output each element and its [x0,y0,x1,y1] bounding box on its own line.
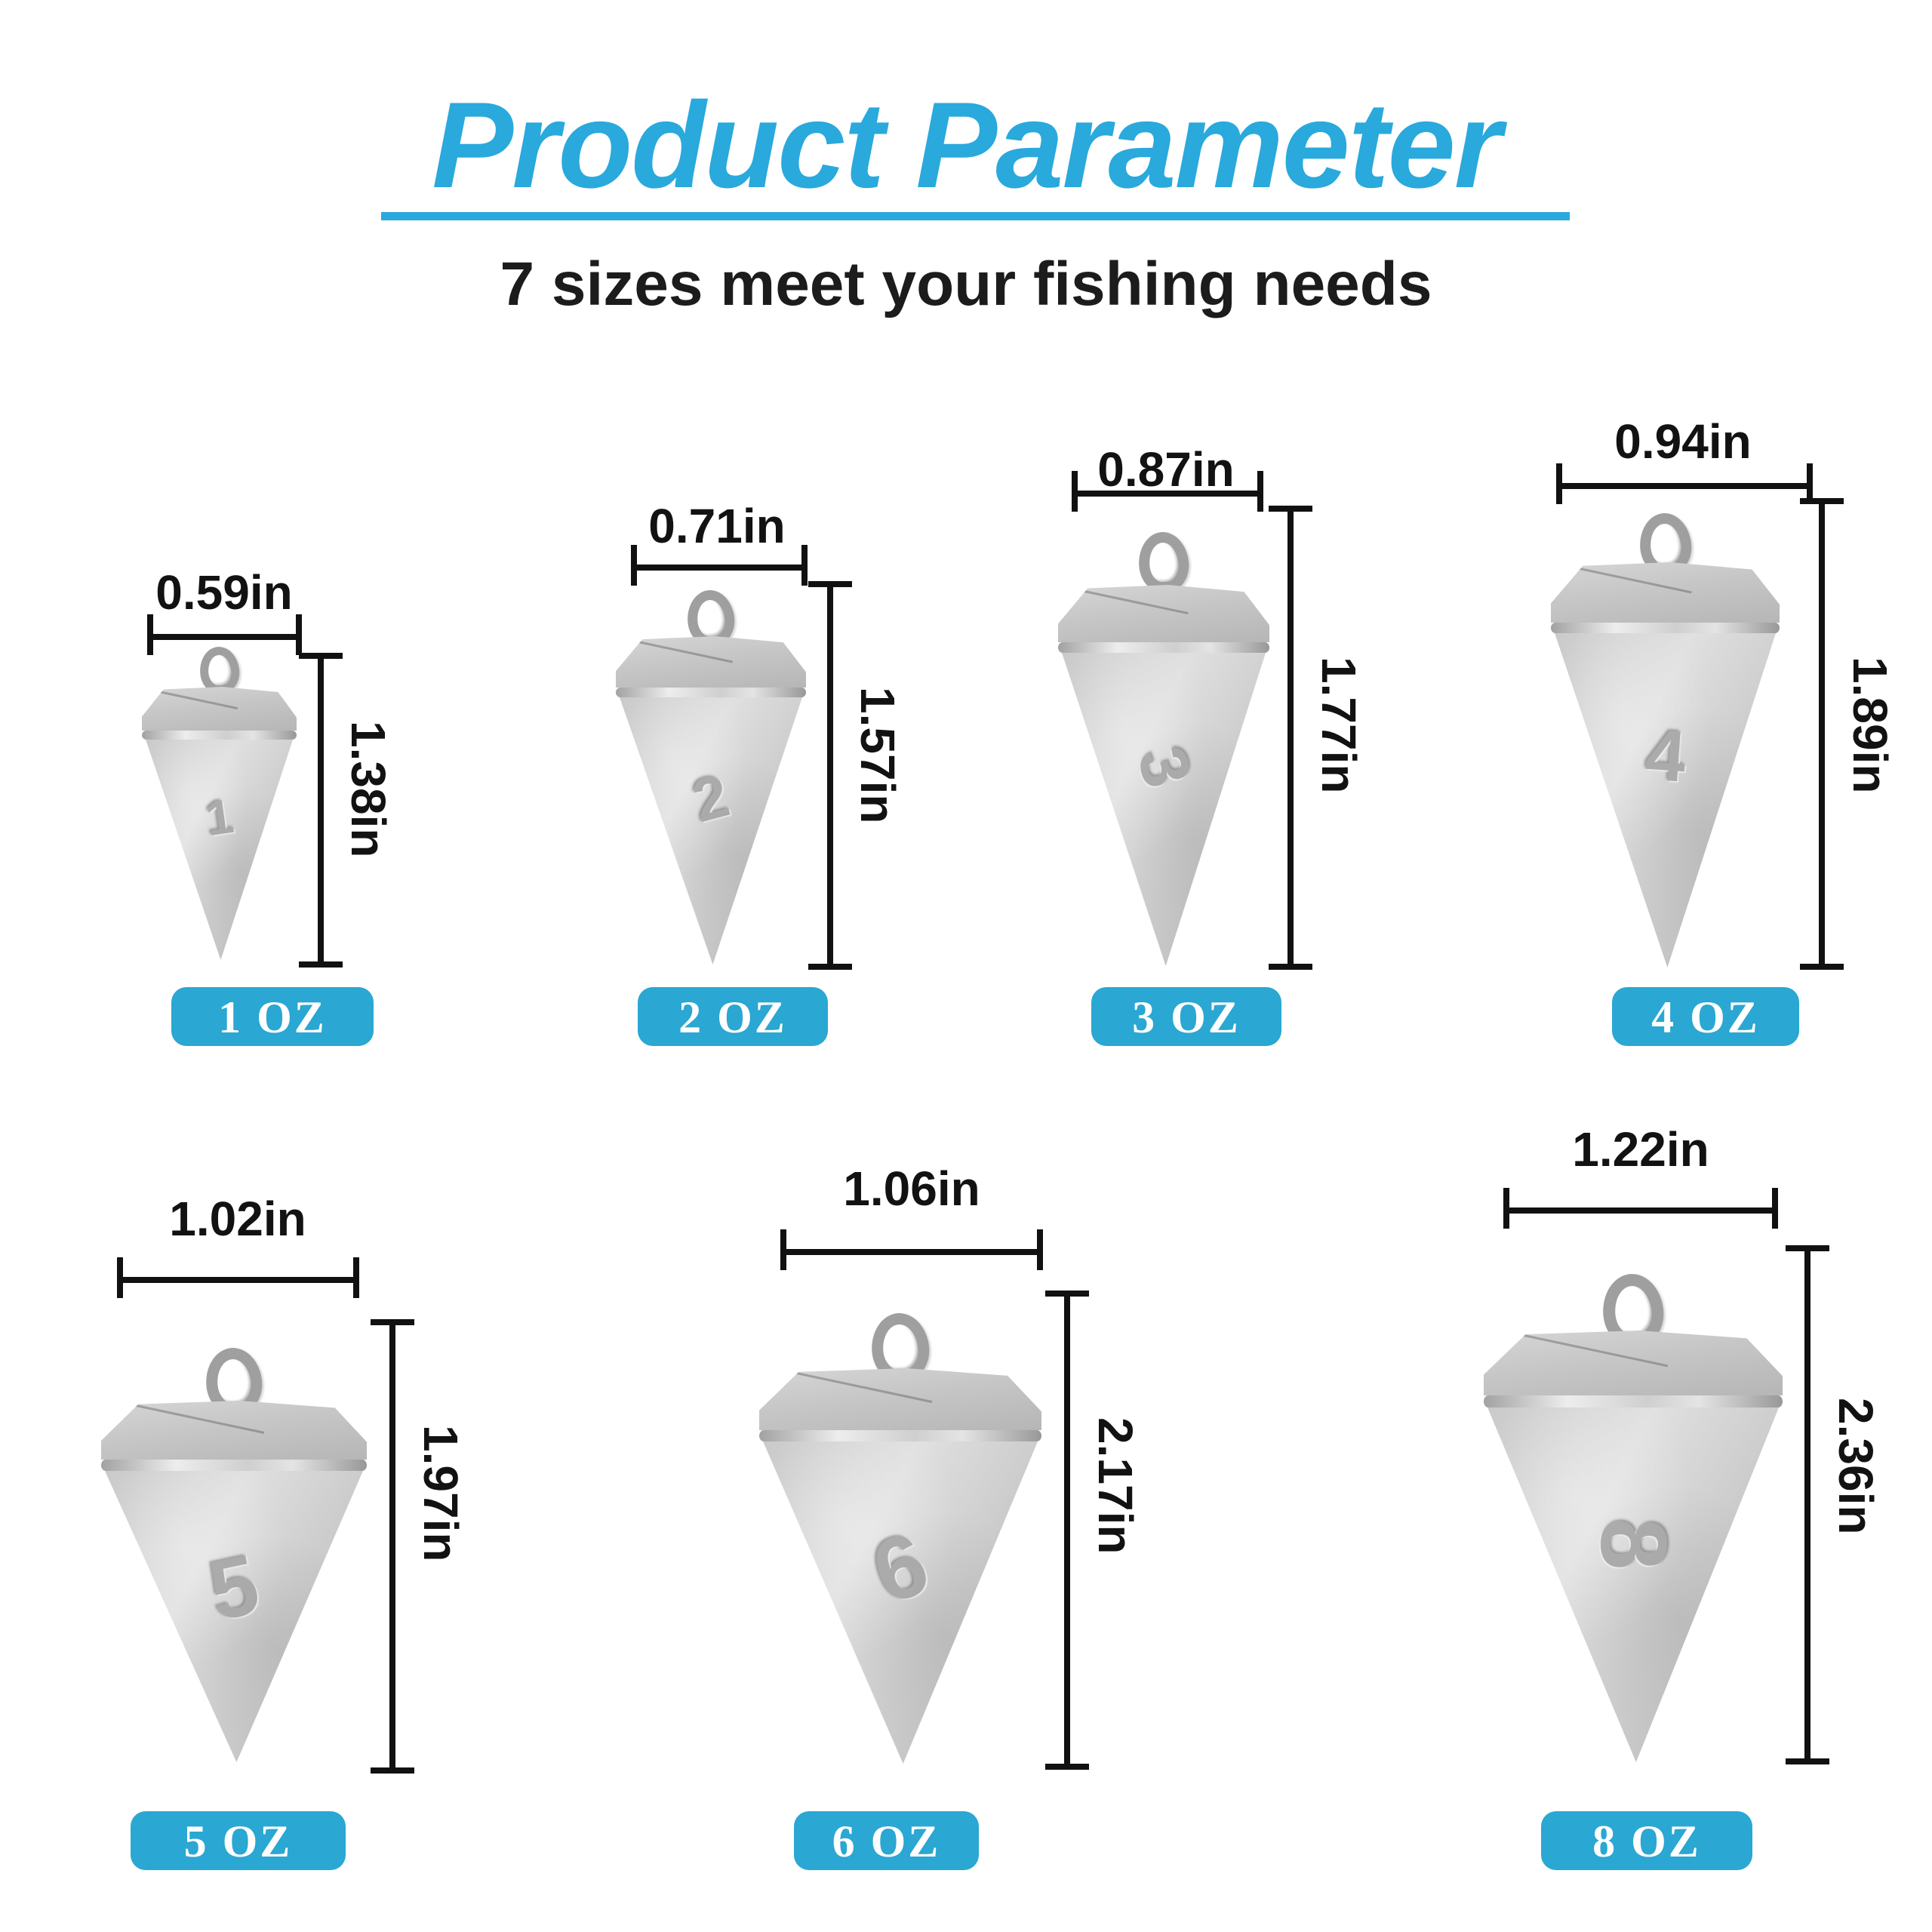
width-dimension-line [1503,1188,1778,1229]
pyramid-sinker-graphic: 1 [142,645,297,960]
height-dimension-label: 1.89in [1843,657,1897,794]
sinker-rim [759,1430,1041,1441]
width-dimension-label: 0.87in [1097,442,1235,497]
page-subtitle: 7 sizes meet your fishing needs [500,250,1432,318]
weight-badge: 3 OZ [1091,987,1281,1046]
sinker-front-face: 4 [1555,633,1776,968]
height-dimension-line [1786,1245,1829,1764]
sinker-top-face [1058,585,1269,642]
height-dimension-line [299,653,343,968]
sinker-front-face: 5 [105,1471,363,1762]
sinker-front-face: 3 [1062,653,1266,966]
height-dimension-line [1045,1291,1089,1770]
pyramid-sinker-graphic: 3 [1058,530,1269,966]
engraved-weight-number: 3 [1122,739,1206,795]
sinker-top-face [142,687,297,731]
pyramid-sinker-graphic: 8 [1484,1271,1783,1762]
sinker-rim [1058,642,1269,653]
height-dimension-label: 1.38in [341,721,395,858]
width-dimension-label: 0.59in [155,565,293,620]
sinker-rim [101,1460,367,1471]
weight-badge: 8 OZ [1541,1811,1752,1870]
engraved-weight-number: 8 [1581,1518,1685,1571]
sinker-front-face: 6 [763,1441,1038,1764]
weight-badge: 4 OZ [1612,987,1799,1046]
sinker-top-face [1484,1331,1783,1395]
pyramid-sinker-graphic: 5 [101,1345,367,1762]
width-dimension-label: 1.22in [1572,1122,1709,1177]
pyramid-sinker-graphic: 2 [616,588,806,964]
sinker-rim [1551,623,1780,633]
sinker-front-face: 1 [146,740,293,960]
width-dimension-label: 1.06in [843,1161,980,1216]
sinker-rim [616,688,806,697]
page-title: Product Parameter [432,77,1502,214]
wire-loop-icon [1136,530,1192,595]
width-dimension-line [117,1257,359,1298]
pyramid-sinker-graphic: 6 [759,1310,1041,1764]
sinker-top-face [1551,562,1780,623]
width-dimension-line [1072,471,1263,512]
sinker-front-face: 2 [620,697,802,964]
sinker-rim [142,731,297,740]
height-dimension-line [808,581,852,970]
width-dimension-line [631,545,808,586]
height-dimension-label: 1.97in [414,1425,468,1562]
weight-badge: 5 OZ [131,1811,346,1870]
height-dimension-line [371,1319,414,1774]
height-dimension-label: 2.17in [1088,1417,1143,1555]
width-dimension-line [1556,463,1813,504]
weight-badge: 1 OZ [171,987,374,1046]
weight-badge: 6 OZ [794,1811,979,1870]
width-dimension-label: 0.71in [648,499,786,553]
engraved-weight-number: 2 [685,761,736,835]
height-dimension-label: 1.57in [851,687,905,824]
engraved-weight-number: 5 [201,1536,267,1639]
height-dimension-label: 2.36in [1829,1398,1883,1535]
pyramid-sinker-graphic: 4 [1551,511,1780,968]
sinker-rim [1484,1395,1783,1407]
height-dimension-line [1269,506,1312,970]
sinker-top-face [759,1368,1041,1430]
engraved-weight-number: 1 [202,788,237,847]
width-dimension-label: 1.02in [169,1192,306,1246]
sinker-top-face [101,1401,367,1460]
sinker-top-face [616,636,806,688]
width-dimension-line [147,614,302,655]
weight-badge: 2 OZ [638,987,828,1046]
sinker-front-face: 8 [1487,1407,1779,1762]
height-dimension-line [1800,498,1844,970]
width-dimension-label: 0.94in [1614,414,1752,469]
engraved-weight-number: 4 [1642,714,1688,798]
title-underline-rule [381,212,1570,220]
width-dimension-line [780,1229,1043,1270]
height-dimension-label: 1.77in [1312,657,1366,794]
engraved-weight-number: 6 [860,1512,941,1624]
